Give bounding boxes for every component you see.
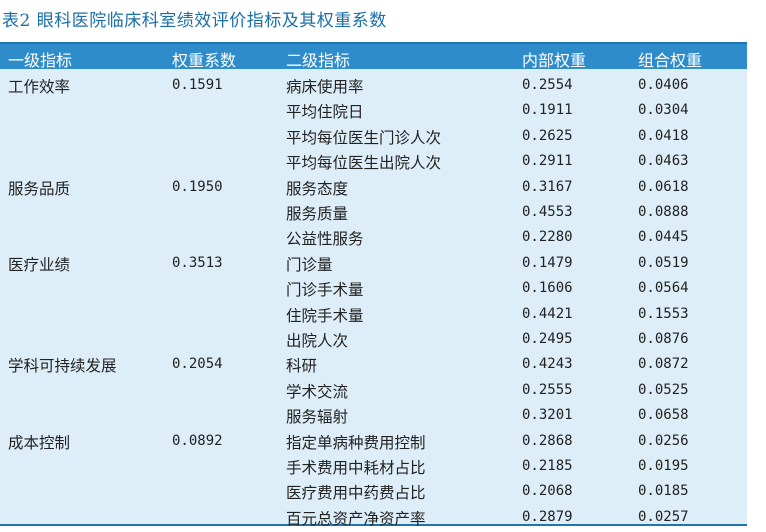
cell-internal: 0.1911 <box>522 102 573 119</box>
cell-internal: 0.2911 <box>522 153 573 170</box>
weight-table: 一级指标 权重系数 二级指标 内部权重 组合权重 工作效率 0.1591 病床使用率… <box>0 42 747 529</box>
table-row: 工作效率 0.1591 病床使用率 0.2554 0.0406 <box>0 72 747 97</box>
cell-level1: 学科可持续发展 <box>8 357 117 376</box>
table-row: 服务辐射 0.3201 0.0658 <box>0 402 747 427</box>
table-row: 学科可持续发展 0.2054 科研 0.4243 0.0872 <box>0 351 747 376</box>
table-row: 平均住院日 0.1911 0.0304 <box>0 97 747 122</box>
cell-internal: 0.2625 <box>522 127 573 144</box>
cell-level1: 医疗业绩 <box>8 255 71 274</box>
table-row: 医疗业绩 0.3513 门诊量 0.1479 0.0519 <box>0 250 747 275</box>
cell-combined: 0.0185 <box>638 483 689 500</box>
table-row: 门诊手术量 0.1606 0.0564 <box>0 275 747 300</box>
cell-level2: 平均每位医生出院人次 <box>286 154 442 173</box>
cell-level2: 医疗费用中药费占比 <box>286 484 426 503</box>
header-top-rule <box>0 42 747 44</box>
cell-weight: 0.2054 <box>172 356 223 373</box>
table-row: 住院手术量 0.4421 0.1553 <box>0 301 747 326</box>
cell-level2: 服务质量 <box>286 205 349 223</box>
cell-internal: 0.1606 <box>522 280 573 297</box>
cell-level2: 门诊手术量 <box>286 281 364 300</box>
cell-combined: 0.0618 <box>638 178 689 195</box>
cell-combined: 0.0888 <box>638 204 689 220</box>
table-caption: 表2 眼科医院临床科室绩效评价指标及其权重系数 <box>2 11 387 31</box>
table-row: 百元总资产净资产率 0.2879 0.0257 <box>0 504 747 529</box>
cell-combined: 0.0257 <box>638 508 689 525</box>
cell-internal: 0.2879 <box>522 508 573 525</box>
table-row: 平均每位医生门诊人次 0.2625 0.0418 <box>0 123 747 148</box>
cell-internal: 0.2280 <box>522 229 573 246</box>
cell-combined: 0.0876 <box>638 331 689 347</box>
table-row: 服务品质 0.1950 服务态度 0.3167 0.0618 <box>0 174 747 199</box>
cell-level2: 门诊量 <box>286 255 333 274</box>
cell-level1: 服务品质 <box>8 179 71 198</box>
table-row: 公益性服务 0.2280 0.0445 <box>0 224 747 249</box>
cell-level2: 平均每位医生门诊人次 <box>286 128 442 147</box>
header-combined: 组合权重 <box>638 51 703 70</box>
table-header: 一级指标 权重系数 二级指标 内部权重 组合权重 <box>0 44 747 70</box>
cell-combined: 0.0658 <box>638 407 689 424</box>
cell-combined: 0.0445 <box>638 229 689 246</box>
cell-level2: 平均住院日 <box>286 103 364 122</box>
header-weight: 权重系数 <box>172 51 237 70</box>
cell-weight: 0.3513 <box>172 254 223 271</box>
cell-combined: 0.0256 <box>638 432 689 449</box>
cell-combined: 0.0519 <box>638 254 689 271</box>
cell-combined: 0.0304 <box>638 102 689 119</box>
cell-level2: 病床使用率 <box>286 78 364 96</box>
cell-internal: 0.2495 <box>522 331 573 347</box>
cell-level2: 服务态度 <box>286 179 349 198</box>
cell-internal: 0.2554 <box>522 77 573 93</box>
cell-combined: 0.0406 <box>638 77 689 93</box>
table-bottom-rule <box>0 524 747 526</box>
cell-level2: 公益性服务 <box>286 230 364 249</box>
cell-internal: 0.3201 <box>522 407 573 424</box>
cell-combined: 0.1553 <box>638 305 689 322</box>
cell-internal: 0.3167 <box>522 178 573 195</box>
cell-internal: 0.4421 <box>522 305 573 322</box>
table-row: 成本控制 0.0892 指定单病种费用控制 0.2868 0.0256 <box>0 428 747 453</box>
cell-internal: 0.2185 <box>522 458 573 474</box>
table-row: 学术交流 0.2555 0.0525 <box>0 377 747 402</box>
cell-weight: 0.1591 <box>172 77 223 93</box>
cell-internal: 0.2555 <box>522 381 573 398</box>
cell-internal: 0.4243 <box>522 356 573 373</box>
table-row: 服务质量 0.4553 0.0888 <box>0 199 747 224</box>
header-level1: 一级指标 <box>8 51 73 70</box>
cell-level1: 成本控制 <box>8 433 71 452</box>
cell-level2: 手术费用中耗材占比 <box>286 459 426 477</box>
cell-level2: 百元总资产净资产率 <box>286 509 426 528</box>
table-row: 出院人次 0.2495 0.0876 <box>0 326 747 351</box>
cell-level2: 住院手术量 <box>286 306 364 325</box>
cell-internal: 0.4553 <box>522 204 573 220</box>
cell-level2: 指定单病种费用控制 <box>286 433 426 452</box>
cell-combined: 0.0525 <box>638 381 689 398</box>
cell-level2: 出院人次 <box>286 332 349 350</box>
cell-internal: 0.2068 <box>522 483 573 500</box>
cell-weight: 0.1950 <box>172 178 223 195</box>
header-level2: 二级指标 <box>286 51 351 70</box>
cell-combined: 0.0463 <box>638 153 689 170</box>
cell-combined: 0.0564 <box>638 280 689 297</box>
cell-weight: 0.0892 <box>172 432 223 449</box>
table-row: 平均每位医生出院人次 0.2911 0.0463 <box>0 148 747 173</box>
cell-combined: 0.0872 <box>638 356 689 373</box>
cell-level2: 服务辐射 <box>286 408 349 427</box>
cell-level2: 学术交流 <box>286 382 349 401</box>
table-row: 手术费用中耗材占比 0.2185 0.0195 <box>0 453 747 478</box>
header-internal: 内部权重 <box>522 51 587 70</box>
cell-level1: 工作效率 <box>8 78 71 96</box>
cell-internal: 0.1479 <box>522 254 573 271</box>
cell-combined: 0.0418 <box>638 127 689 144</box>
cell-level2: 科研 <box>286 357 318 376</box>
cell-combined: 0.0195 <box>638 458 689 474</box>
table-row: 医疗费用中药费占比 0.2068 0.0185 <box>0 478 747 503</box>
cell-internal: 0.2868 <box>522 432 573 449</box>
